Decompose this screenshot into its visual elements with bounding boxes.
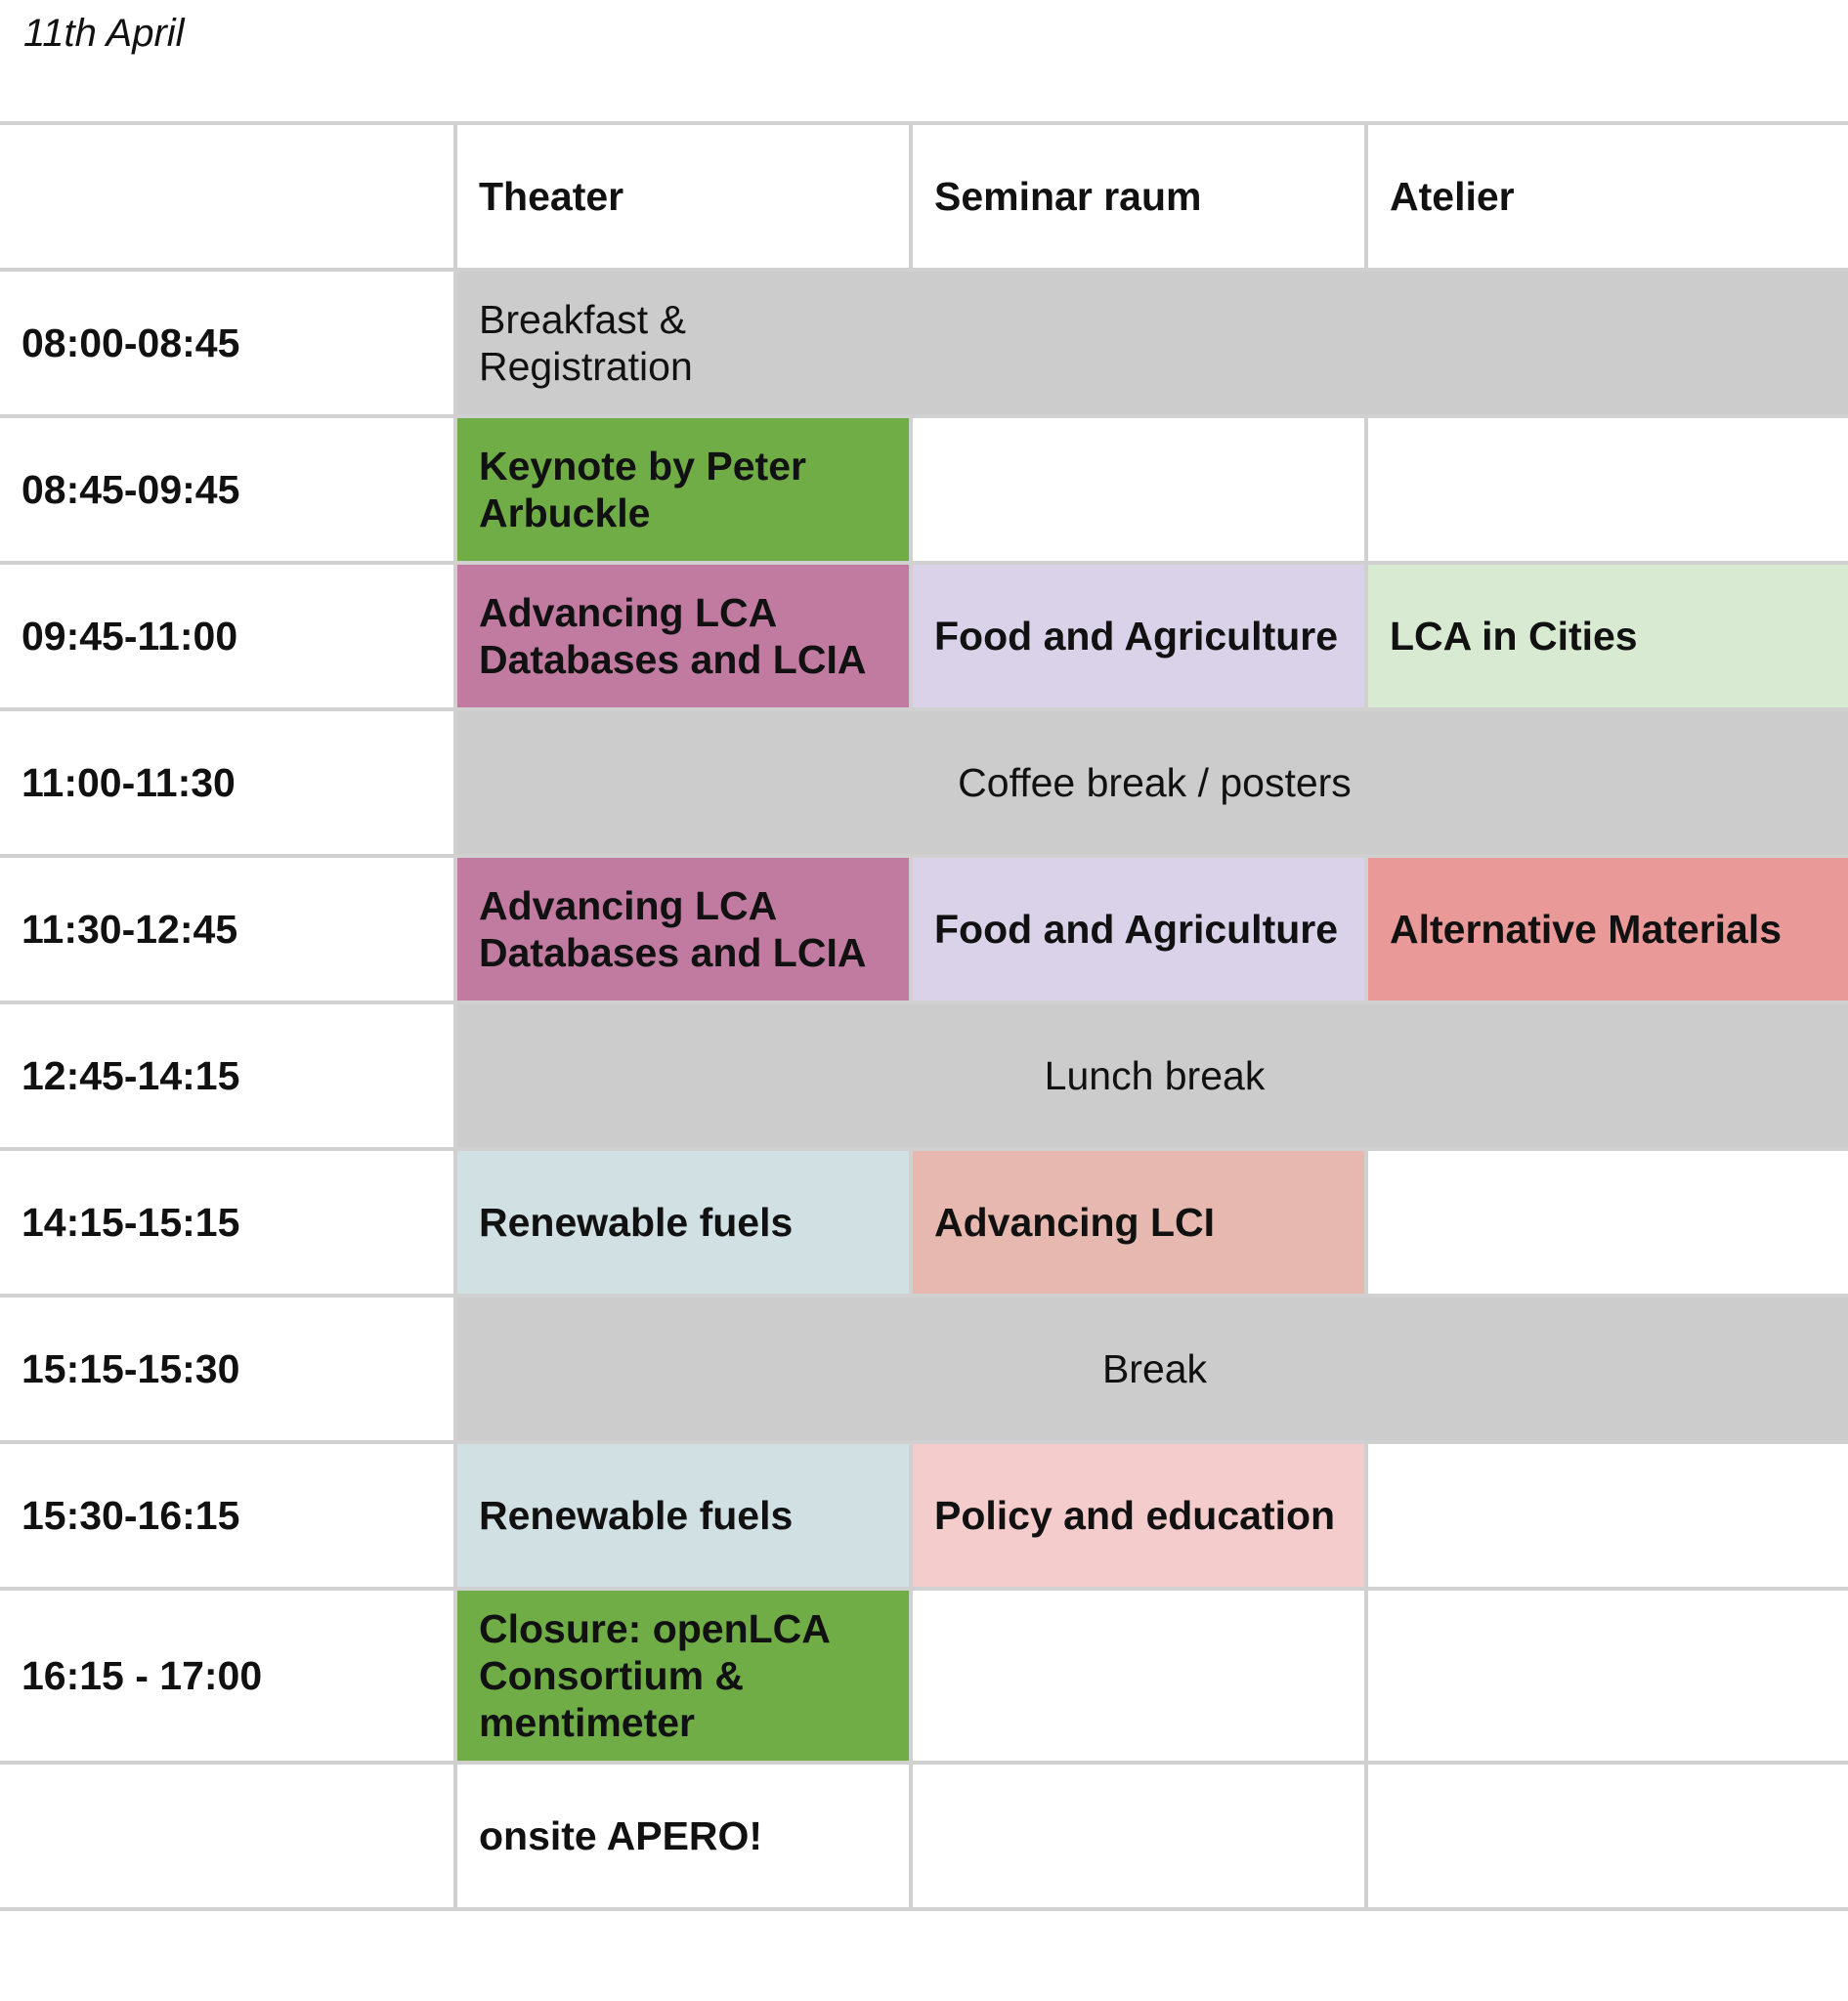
header-seminar-raum: Seminar raum bbox=[909, 121, 1368, 272]
table-row: onsite APERO! bbox=[0, 1761, 1848, 1911]
table-row: 08:45-09:45 Keynote by Peter Arbuckle bbox=[0, 414, 1848, 565]
empty-cell bbox=[909, 1761, 1368, 1911]
session-onsite-apero: onsite APERO! bbox=[453, 1761, 913, 1911]
time-slot: 08:00-08:45 bbox=[0, 268, 457, 418]
coffee-break-cell: Coffee break / posters bbox=[453, 707, 1848, 858]
table-row: 09:45-11:00 Advancing LCA Databases and … bbox=[0, 561, 1848, 711]
table-row: 11:30-12:45 Advancing LCA Databases and … bbox=[0, 854, 1848, 1004]
lunch-break-cell: Lunch break bbox=[453, 1000, 1848, 1151]
empty-cell bbox=[909, 1587, 1368, 1765]
table-row: 08:00-08:45 Breakfast & Registration bbox=[0, 268, 1848, 418]
time-slot: 15:30-16:15 bbox=[0, 1440, 457, 1591]
header-corner bbox=[0, 121, 457, 272]
session-advancing-lca-databases: Advancing LCA Databases and LCIA bbox=[453, 854, 913, 1004]
session-closure: Closure: openLCA Consortium & mentimeter bbox=[453, 1587, 913, 1765]
breakfast-registration-cell: Breakfast & Registration bbox=[453, 268, 1848, 418]
table-row: 16:15 - 17:00 Closure: openLCA Consortiu… bbox=[0, 1587, 1848, 1765]
time-slot: 11:30-12:45 bbox=[0, 854, 457, 1004]
time-slot: 09:45-11:00 bbox=[0, 561, 457, 711]
session-keynote: Keynote by Peter Arbuckle bbox=[453, 414, 913, 565]
empty-cell bbox=[1364, 1761, 1848, 1911]
header-atelier: Atelier bbox=[1364, 121, 1848, 272]
time-slot: 16:15 - 17:00 bbox=[0, 1587, 457, 1765]
empty-cell bbox=[1364, 1147, 1848, 1298]
time-slot: 11:00-11:30 bbox=[0, 707, 457, 858]
session-advancing-lci: Advancing LCI bbox=[909, 1147, 1368, 1298]
table-row: 11:00-11:30 Coffee break / posters bbox=[0, 707, 1848, 858]
time-slot bbox=[0, 1761, 457, 1911]
session-food-agriculture: Food and Agriculture bbox=[909, 561, 1368, 711]
table-row: 15:30-16:15 Renewable fuels Policy and e… bbox=[0, 1440, 1848, 1591]
schedule-date: 11th April bbox=[23, 12, 185, 55]
table-row: 14:15-15:15 Renewable fuels Advancing LC… bbox=[0, 1147, 1848, 1298]
empty-cell bbox=[1364, 1587, 1848, 1765]
header-theater: Theater bbox=[453, 121, 913, 272]
breakfast-text: Breakfast & Registration bbox=[479, 297, 693, 389]
empty-cell bbox=[909, 414, 1368, 565]
time-slot: 15:15-15:30 bbox=[0, 1294, 457, 1444]
session-renewable-fuels: Renewable fuels bbox=[453, 1440, 913, 1591]
time-slot: 12:45-14:15 bbox=[0, 1000, 457, 1151]
table-row: 15:15-15:30 Break bbox=[0, 1294, 1848, 1444]
session-policy-education: Policy and education bbox=[909, 1440, 1368, 1591]
session-lca-in-cities: LCA in Cities bbox=[1364, 561, 1848, 711]
empty-cell bbox=[1364, 414, 1848, 565]
time-slot: 14:15-15:15 bbox=[0, 1147, 457, 1298]
table-row: 12:45-14:15 Lunch break bbox=[0, 1000, 1848, 1151]
session-food-agriculture: Food and Agriculture bbox=[909, 854, 1368, 1004]
session-renewable-fuels: Renewable fuels bbox=[453, 1147, 913, 1298]
time-slot: 08:45-09:45 bbox=[0, 414, 457, 565]
header-row: Theater Seminar raum Atelier bbox=[0, 121, 1848, 272]
session-alternative-materials: Alternative Materials bbox=[1364, 854, 1848, 1004]
break-cell: Break bbox=[453, 1294, 1848, 1444]
schedule-table: Theater Seminar raum Atelier 08:00-08:45… bbox=[0, 121, 1848, 1911]
empty-cell bbox=[1364, 1440, 1848, 1591]
session-advancing-lca-databases: Advancing LCA Databases and LCIA bbox=[453, 561, 913, 711]
